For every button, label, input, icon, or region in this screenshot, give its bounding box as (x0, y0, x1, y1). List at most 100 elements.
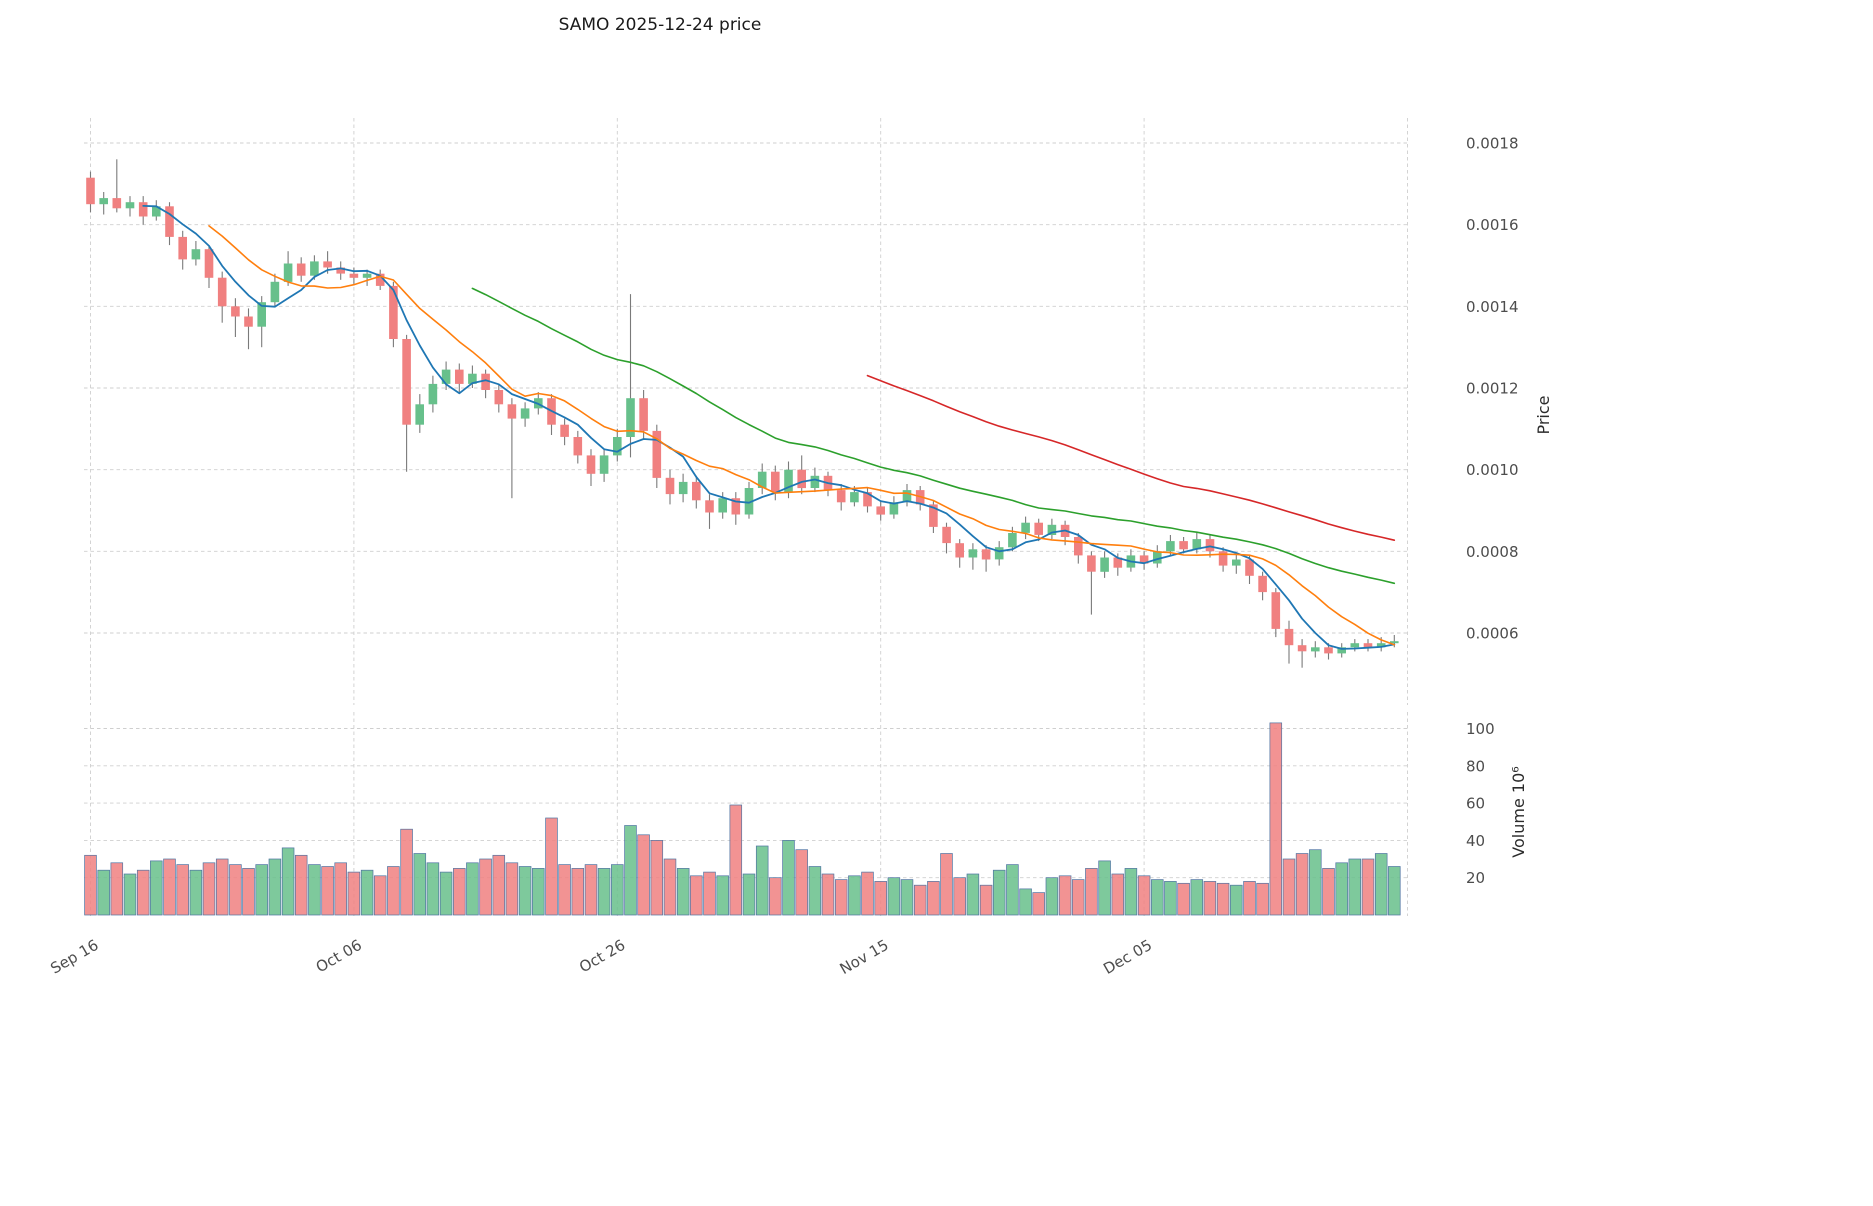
volume-bar (1256, 882, 1269, 916)
volume-bar (294, 854, 308, 916)
volume-bar (150, 860, 163, 916)
volume-bar (597, 868, 611, 916)
gridlines (84, 118, 1408, 916)
candle-down (705, 500, 714, 513)
volume-bar (1124, 868, 1138, 916)
candle-up (1153, 551, 1162, 564)
volume-bar (979, 884, 993, 916)
volume-tick-label: 60 (1466, 795, 1485, 813)
candle-up (810, 475, 820, 488)
candle-down (1324, 647, 1333, 654)
date-tick-label: Sep 16 (47, 936, 101, 978)
volume-bar (1058, 875, 1072, 916)
candle-up (1008, 533, 1017, 548)
volume-bar (703, 871, 716, 916)
candle-down (204, 249, 214, 278)
price-axis-tick-labels: 0.0018 0.0016 0.0014 0.0012 0.0010 0.0008 0.00… (1466, 135, 1519, 643)
candle-down (455, 369, 464, 384)
candle-up (1047, 524, 1057, 535)
candle-down (652, 430, 662, 478)
volume-bar (1006, 864, 1019, 916)
price-tick-label: 0.0012 (1466, 379, 1519, 397)
date-axis-tick-labels: Sep 16 Oct 06 Oct 26 Nov 15 Dec 05 (47, 936, 1155, 978)
price-tick-label: 0.0014 (1466, 298, 1519, 316)
candle-down (731, 498, 741, 515)
candle-down (1245, 559, 1254, 576)
candle-up (1192, 539, 1202, 550)
volume-bar (505, 862, 519, 916)
candle-down (336, 267, 345, 274)
candle-up (1350, 643, 1360, 648)
volume-bar (834, 879, 848, 916)
volume-bar (1019, 888, 1032, 916)
volume-bar (466, 862, 479, 916)
candle-up (520, 408, 530, 419)
candle-up (626, 398, 635, 437)
candle-down (1205, 539, 1215, 552)
volume-bar (360, 869, 374, 916)
candle-up (599, 455, 609, 474)
candle-down (481, 373, 490, 390)
volume-bar (202, 862, 216, 916)
volume-bar (136, 869, 150, 916)
volume-bar (189, 869, 203, 916)
volume-bar (690, 875, 703, 916)
volume-bar (1032, 892, 1045, 916)
volume-bar (821, 873, 835, 916)
volume-bar (1164, 881, 1177, 916)
volume-bar (1085, 868, 1098, 916)
candle-down (586, 455, 596, 474)
volume-bar (1177, 882, 1190, 916)
volume-bar (874, 881, 887, 916)
candle-down (929, 504, 938, 527)
volume-bar (413, 853, 427, 916)
volume-bars (84, 722, 1401, 916)
candle-down (981, 549, 991, 560)
volume-bar (1216, 882, 1230, 916)
volume-bar (255, 864, 268, 916)
candle-up (99, 198, 108, 205)
date-tick-label: Nov 15 (837, 936, 892, 978)
volume-tick-label: 100 (1466, 720, 1495, 738)
candle-up (441, 369, 451, 384)
candle-down (863, 492, 872, 507)
candle-down (1284, 628, 1294, 646)
volume-bar (1243, 881, 1256, 916)
candle-up (757, 471, 767, 488)
ma-30-line (471, 287, 1396, 585)
candle-down (639, 398, 648, 431)
volume-bar (321, 866, 334, 916)
volume-bar (373, 875, 387, 916)
volume-bar (716, 875, 729, 916)
candle-down (494, 390, 504, 405)
volume-bar (1137, 875, 1151, 916)
volume-bar (992, 869, 1006, 916)
volume-axis-label: Volume 10⁶ (1509, 766, 1528, 857)
ma-10-line (208, 225, 1396, 646)
candle-down (942, 526, 951, 544)
candle-down (1218, 551, 1228, 566)
candle-down (323, 261, 332, 268)
volume-bar (1071, 879, 1085, 916)
volume-bar (927, 881, 940, 916)
price-tick-label: 0.0018 (1466, 135, 1519, 153)
volume-bar (1098, 860, 1111, 916)
volume-bar (163, 858, 176, 916)
volume-bar (1388, 866, 1401, 916)
candle-up (968, 549, 978, 558)
candle-up (1166, 541, 1175, 552)
candle-down (349, 273, 359, 278)
candle-up (415, 404, 424, 425)
date-tick: Oct 06 (313, 936, 365, 976)
candle-down (231, 306, 240, 317)
volume-bar (334, 862, 347, 916)
volume-bar (532, 868, 545, 916)
date-tick: Oct 26 (576, 936, 628, 976)
candle-down (1363, 643, 1373, 648)
volume-bar (676, 868, 690, 916)
volume-bar (663, 858, 677, 916)
chart-title: SAMO 2025-12-24 price (559, 15, 762, 35)
candle-up (283, 263, 293, 282)
candle-down (1258, 575, 1267, 593)
candle-up (1021, 522, 1030, 533)
